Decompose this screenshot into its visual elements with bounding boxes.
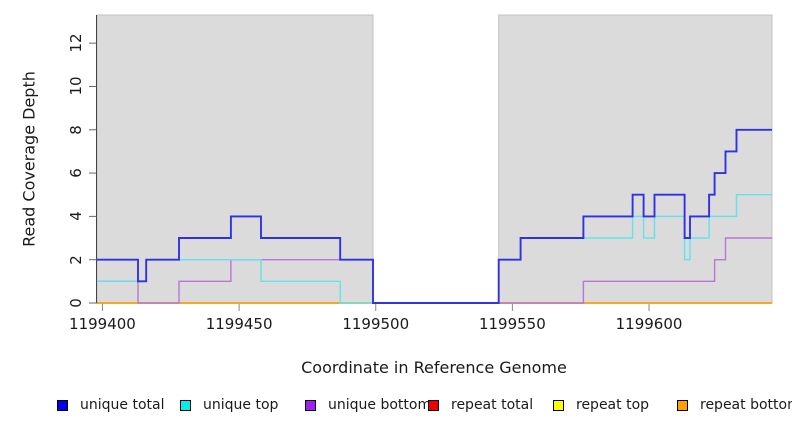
y-tick-label: 2 [67,254,85,265]
coverage-band [498,14,773,304]
series-unique-top [97,194,772,304]
legend-swatch-icon [553,399,564,411]
legend-swatch-icon [180,399,191,411]
legend-label: unique top [203,397,279,413]
x-axis-title: Coordinate in Reference Genome [301,358,567,377]
legend-item-repeat-bottom: repeat bottom [677,397,792,413]
series-unique-total [97,128,772,304]
legend-item-unique-bottom: unique bottom [305,397,432,413]
legend-label: repeat total [451,397,534,413]
y-tick-label: 8 [67,124,85,135]
y-tick-label: 0 [67,298,85,308]
x-tick-label: 1199400 [69,315,136,333]
x-tick-label: 1199500 [342,315,410,333]
legend-swatch-icon [57,399,68,411]
legend-swatch-icon [305,399,316,411]
y-axis-title: Read Coverage Depth [19,71,39,247]
y-tick-label: 4 [67,211,85,222]
legend-swatch-icon [677,399,688,411]
y-tick-label: 6 [67,168,85,178]
legend-item-repeat-total: repeat total [428,397,534,413]
x-tick-label: 1199600 [615,315,683,333]
legend-item-repeat-top: repeat top [553,397,650,413]
y-tick-label: 12 [67,33,85,53]
y-tick-label: 10 [67,76,85,96]
legend-item-unique-top: unique top [180,397,279,413]
legend-label: repeat top [576,397,650,413]
legend-swatch-icon [428,399,439,411]
legend-item-unique-total: unique total [57,397,165,413]
legend-label: repeat bottom [700,397,792,413]
coverage-band [96,14,374,304]
legend-label: unique bottom [328,397,432,413]
x-tick-label: 1199450 [205,315,273,333]
legend-label: unique total [80,397,165,413]
x-tick-label: 1199550 [478,315,546,333]
